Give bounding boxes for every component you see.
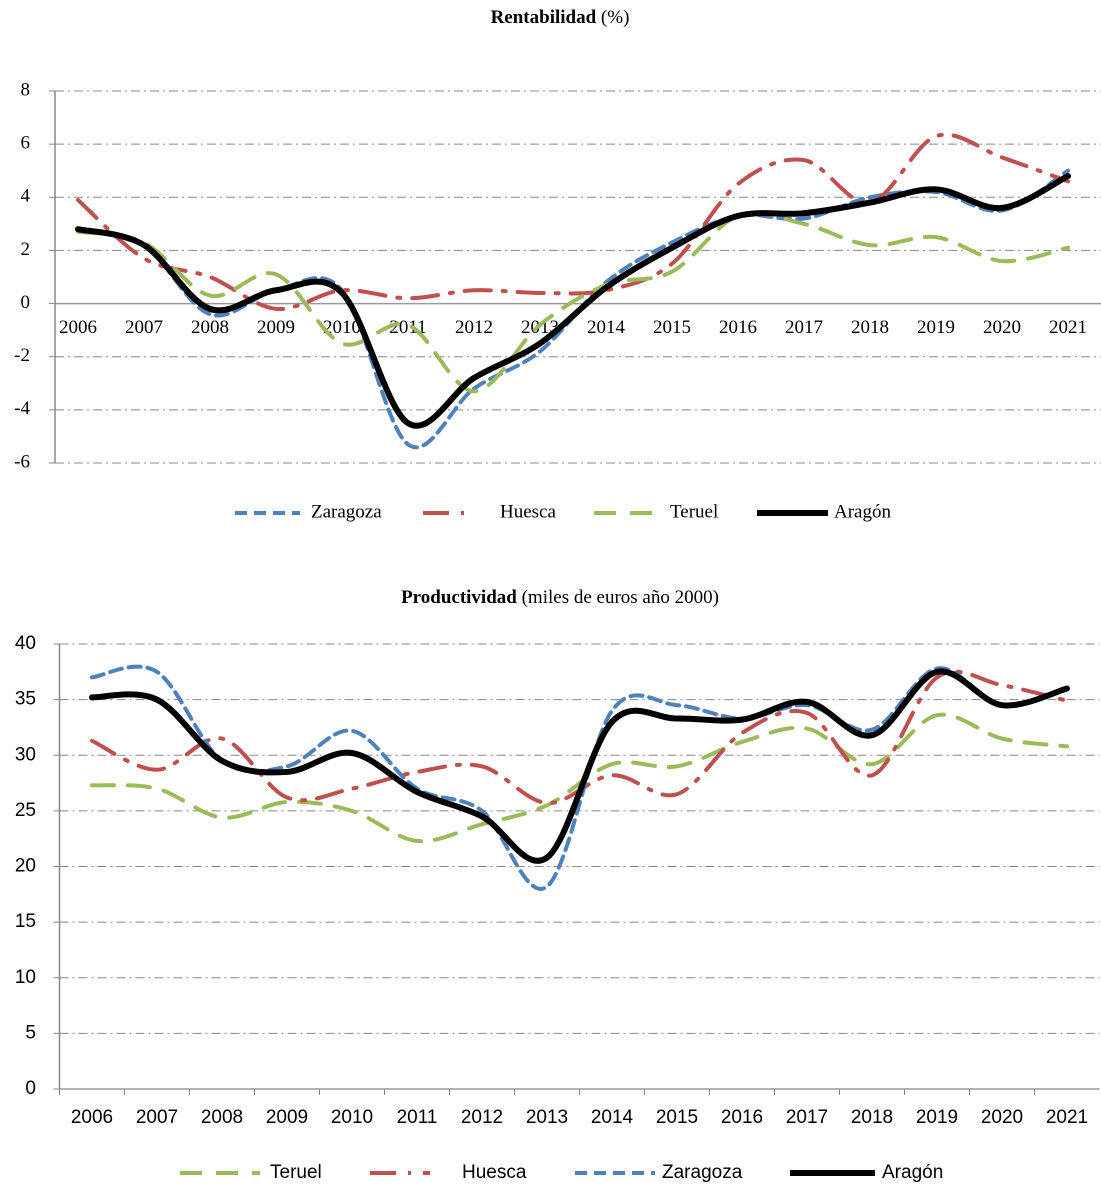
y-tick-label: 4 <box>21 186 31 207</box>
x-tick-label: 2012 <box>461 1107 503 1128</box>
x-tick-label: 2009 <box>266 1107 308 1128</box>
x-tick-label: 2017 <box>785 317 823 338</box>
x-tick-label: 2020 <box>983 317 1021 338</box>
legend-label: Teruel <box>670 501 718 522</box>
x-tick-label: 2016 <box>719 317 757 338</box>
x-tick-label: 2008 <box>201 1107 243 1128</box>
x-tick-label: 2014 <box>591 1107 634 1128</box>
legend-label: Aragón <box>882 1162 943 1183</box>
title-unit: (miles de euros año 2000) <box>522 587 719 608</box>
x-tick-label: 2010 <box>331 1107 373 1128</box>
series-line <box>90 712 1069 844</box>
y-tick-label: 30 <box>15 744 36 765</box>
x-tick-label: 2012 <box>455 317 493 338</box>
y-tick-label: 10 <box>15 967 36 988</box>
x-tick-label: 2008 <box>191 317 229 338</box>
series-line <box>75 173 1071 429</box>
x-tick-label: 2019 <box>916 1107 958 1128</box>
x-tick-label: 2015 <box>656 1107 698 1128</box>
y-tick-label: 40 <box>15 633 36 654</box>
y-tick-label: 8 <box>21 79 31 100</box>
legend-label: Zaragoza <box>662 1162 743 1183</box>
series-line <box>76 211 1070 394</box>
x-tick-label: 2006 <box>71 1107 113 1128</box>
x-tick-label: 2013 <box>526 1107 568 1128</box>
legend-label: Huesca <box>500 501 556 522</box>
y-tick-label: 35 <box>15 689 36 710</box>
y-tick-label: -6 <box>14 451 30 472</box>
y-tick-label: 2 <box>21 239 31 260</box>
x-tick-label: 2015 <box>653 317 691 338</box>
x-tick-label: 2019 <box>917 317 955 338</box>
chart-panel: Productividad (miles de euros año 2000) 0… <box>15 587 1100 1183</box>
x-tick-label: 2020 <box>981 1107 1023 1128</box>
legend-label: Teruel <box>270 1162 322 1183</box>
x-tick-label: 2007 <box>125 317 163 338</box>
title-main: Productividad <box>401 587 517 608</box>
y-tick-label: 20 <box>15 856 36 877</box>
y-tick-label: 6 <box>21 133 31 154</box>
x-tick-label: 2011 <box>397 1107 438 1128</box>
title-unit: (%) <box>601 7 629 28</box>
x-tick-label: 2014 <box>587 317 626 338</box>
series-line <box>76 132 1070 311</box>
chart-panel: Rentabilidad (%) -6 -4 -2 0 2 4 6 8 2006 2007 2008 2… <box>14 7 1101 522</box>
x-tick-label: 2009 <box>257 317 295 338</box>
y-tick-label: 15 <box>15 911 36 932</box>
y-tick-label: -4 <box>14 398 30 419</box>
y-tick-label: 0 <box>21 292 31 313</box>
y-tick-label: 5 <box>25 1022 36 1043</box>
x-tick-label: 2006 <box>59 317 97 338</box>
legend-label: Zaragoza <box>311 501 382 522</box>
legend-label: Huesca <box>462 1162 527 1183</box>
x-tick-label: 2018 <box>851 1107 893 1128</box>
chart-title: Rentabilidad (%) <box>491 7 630 28</box>
series-line <box>89 668 1070 864</box>
y-tick-label: 0 <box>25 1078 36 1099</box>
y-tick-label: -2 <box>14 345 30 366</box>
chart-title: Productividad (miles de euros año 2000) <box>401 587 719 608</box>
x-tick-label: 2017 <box>786 1107 828 1128</box>
x-tick-label: 2010 <box>323 317 361 338</box>
x-tick-label: 2018 <box>851 317 889 338</box>
x-tick-label: 2016 <box>721 1107 763 1128</box>
legend-label: Aragón <box>834 501 891 522</box>
y-tick-label: 25 <box>15 800 36 821</box>
x-tick-label: 2021 <box>1049 317 1087 338</box>
x-tick-label: 2021 <box>1046 1107 1088 1128</box>
x-tick-label: 2007 <box>136 1107 178 1128</box>
series-line <box>90 669 1069 806</box>
title-main: Rentabilidad <box>491 7 597 28</box>
